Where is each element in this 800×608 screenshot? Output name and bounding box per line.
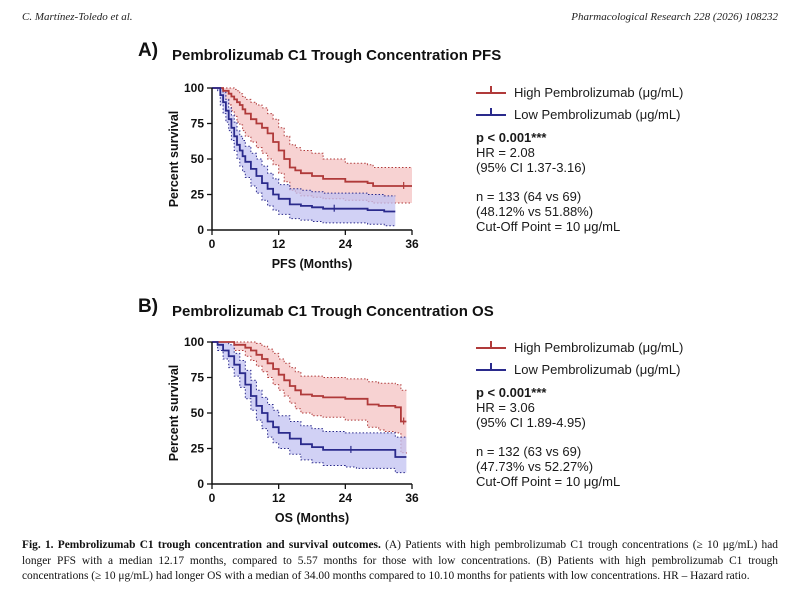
- y-tick-label: 100: [184, 81, 204, 95]
- legend-item-high: High Pembrolizumab (μg/mL): [476, 336, 683, 358]
- km-plot-os: 0 25 50 75 100 0 12 24 36 OS (Months) Percent surv…: [167, 335, 419, 525]
- legend-label-high: High Pembrolizumab (μg/mL): [514, 84, 684, 100]
- legend-item-low: Low Pembrolizumab (μg/mL): [476, 103, 683, 125]
- running-header-authors: C. Martínez-Toledo et al.: [22, 11, 133, 23]
- legend-label-low: Low Pembrolizumab (μg/mL): [514, 361, 681, 377]
- legend-marker-low: [476, 108, 506, 120]
- legend-marker-high: [476, 86, 506, 98]
- caption-body: (A) Patients with high pembrolizumab C1 …: [22, 539, 778, 582]
- km-plot-pfs: 0 25 50 75 100 0 12 24 36 PFS (Months) Percent sur…: [167, 81, 419, 271]
- panel-b-title: Pembrolizumab C1 Trough Concentration OS: [172, 303, 494, 320]
- legend-label-high: High Pembrolizumab (μg/mL): [514, 339, 684, 355]
- y-tick-label: 0: [197, 477, 204, 491]
- y-axis-label: Percent survival: [167, 111, 181, 208]
- ci-band-low: [212, 88, 396, 226]
- group-percentages: (47.73% vs 52.27%): [476, 459, 594, 474]
- x-tick-label: 12: [272, 237, 286, 251]
- ci-band-high: [212, 88, 412, 203]
- hazard-ratio: HR = 2.08: [476, 145, 535, 160]
- legend-label-low: Low Pembrolizumab (μg/mL): [514, 106, 681, 122]
- x-tick-label: 24: [339, 491, 353, 505]
- y-tick-label: 75: [191, 117, 205, 131]
- panel-b-legend: High Pembrolizumab (μg/mL) Low Pembroliz…: [476, 336, 683, 380]
- y-tick-label: 50: [191, 406, 205, 420]
- caption-label: Fig. 1.: [22, 539, 54, 551]
- x-tick-label: 36: [405, 237, 419, 251]
- ci-upper-high: [212, 341, 407, 391]
- group-percentages: (48.12% vs 51.88%): [476, 204, 594, 219]
- ci-lower-low: [212, 87, 396, 227]
- panel-a-letter: A): [138, 40, 159, 61]
- y-tick-label: 100: [184, 335, 204, 349]
- p-stars: ***: [531, 385, 547, 400]
- hazard-ratio: HR = 3.06: [476, 400, 535, 415]
- ci-upper-high: [212, 87, 412, 168]
- ci-lower-low: [212, 341, 407, 474]
- y-tick-label: 50: [191, 152, 205, 166]
- caption-title: Pembrolizumab C1 trough concentration an…: [57, 539, 381, 551]
- y-axis-label: Percent survival: [167, 365, 181, 462]
- survival-line-low: [212, 87, 396, 213]
- panel-a-title: Pembrolizumab C1 Trough Concentration PF…: [172, 47, 502, 64]
- cutoff-point: Cut-Off Point = 10 μg/mL: [476, 219, 621, 234]
- sample-size: n = 132 (63 vs 69): [476, 444, 582, 459]
- y-tick-label: 75: [191, 371, 205, 385]
- legend-item-high: High Pembrolizumab (μg/mL): [476, 81, 683, 103]
- x-tick-label: 36: [405, 491, 419, 505]
- x-tick-label: 0: [209, 491, 216, 505]
- legend-marker-low: [476, 363, 506, 375]
- p-value: p < 0.001: [476, 385, 532, 400]
- survival-line-low: [212, 341, 407, 458]
- ci-band-high: [212, 342, 407, 456]
- p-stars: ***: [531, 130, 547, 145]
- p-value: p < 0.001: [476, 130, 532, 145]
- y-tick-label: 25: [191, 442, 205, 456]
- ci-band-low: [212, 342, 407, 473]
- x-tick-label: 24: [339, 237, 353, 251]
- x-axis-label: PFS (Months): [272, 257, 353, 271]
- panel-a-legend: High Pembrolizumab (μg/mL) Low Pembroliz…: [476, 81, 683, 125]
- panel-b-stats: p < 0.001*** HR = 3.06 (95% CI 1.89-4.95…: [476, 385, 620, 489]
- x-tick-label: 0: [209, 237, 216, 251]
- legend-marker-high: [476, 341, 506, 353]
- confidence-interval: (95% CI 1.37-3.16): [476, 160, 586, 175]
- confidence-interval: (95% CI 1.89-4.95): [476, 415, 586, 430]
- figure-caption: Fig. 1. Pembrolizumab C1 trough concentr…: [22, 538, 778, 585]
- ci-upper-low: [212, 87, 396, 197]
- panel-a-stats: p < 0.001*** HR = 2.08 (95% CI 1.37-3.16…: [476, 130, 620, 234]
- ci-lower-high: [212, 341, 407, 456]
- y-tick-label: 0: [197, 223, 204, 237]
- running-header-journal: Pharmacological Research 228 (2026) 1082…: [571, 11, 778, 23]
- legend-item-low: Low Pembrolizumab (μg/mL): [476, 358, 683, 380]
- x-tick-label: 12: [272, 491, 286, 505]
- survival-line-high: [212, 341, 407, 423]
- x-axis-label: OS (Months): [275, 511, 349, 525]
- survival-line-high: [212, 87, 412, 187]
- y-tick-label: 25: [191, 188, 205, 202]
- cutoff-point: Cut-Off Point = 10 μg/mL: [476, 474, 621, 489]
- sample-size: n = 133 (64 vs 69): [476, 189, 582, 204]
- panel-b-letter: B): [138, 296, 159, 317]
